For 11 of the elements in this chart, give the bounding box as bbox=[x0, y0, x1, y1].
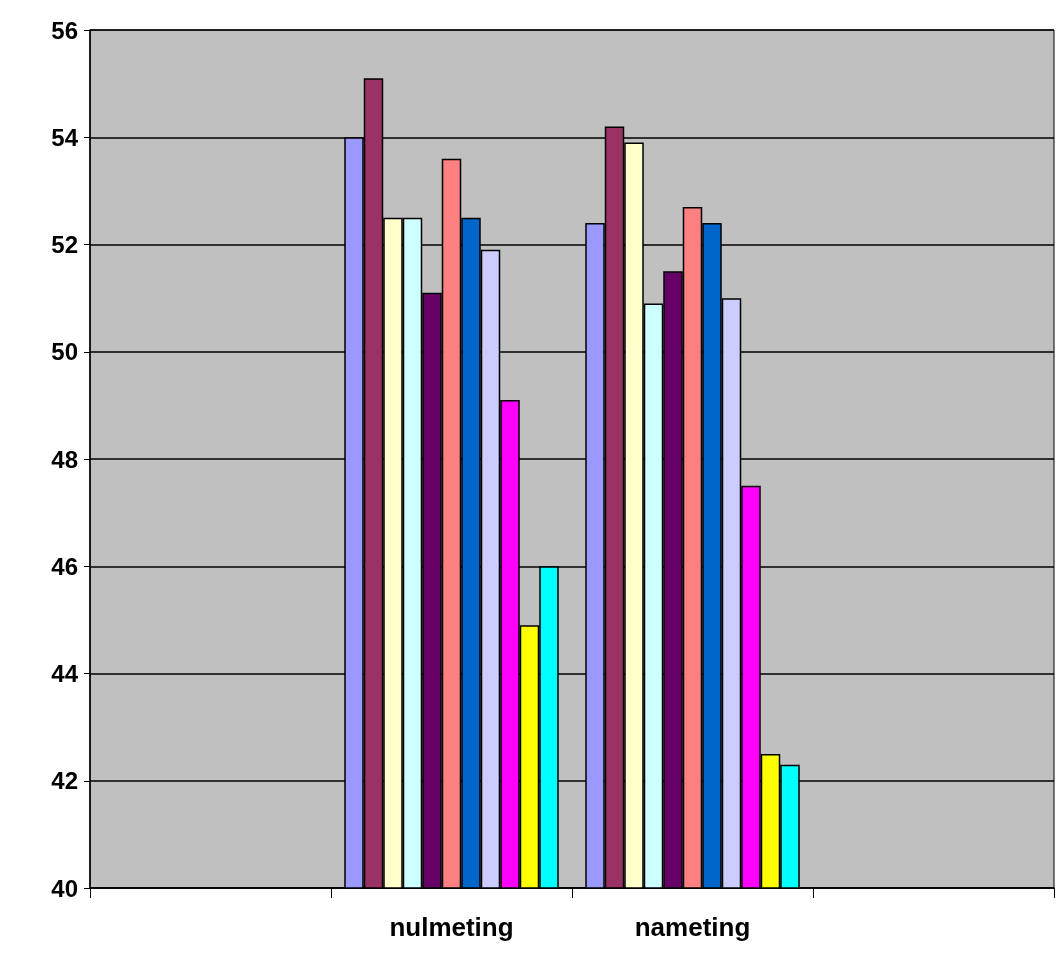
x-tick-label: nameting bbox=[634, 912, 751, 942]
y-tick-label: 44 bbox=[51, 660, 79, 687]
y-tick-label: 54 bbox=[51, 123, 79, 151]
y-tick-label: 48 bbox=[51, 445, 78, 473]
y-tick-label: 46 bbox=[51, 552, 78, 580]
y-tick-label: 40 bbox=[51, 874, 78, 902]
x-tick-label: nulmeting bbox=[389, 912, 514, 942]
y-tick-label: 52 bbox=[51, 231, 78, 258]
y-tick-label: 56 bbox=[51, 16, 78, 44]
y-tick-label: 50 bbox=[51, 338, 78, 366]
y-tick-label: 42 bbox=[51, 767, 78, 795]
